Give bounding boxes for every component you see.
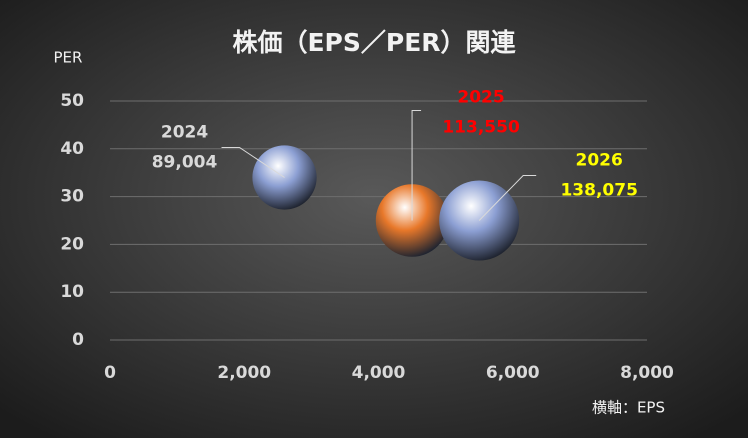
data-label-size: 138,075 bbox=[560, 181, 637, 201]
y-tick-label: 10 bbox=[60, 282, 84, 302]
x-axis-label: 横軸：EPS bbox=[592, 399, 665, 417]
y-tick-label: 50 bbox=[60, 91, 84, 111]
chart-title: 株価（EPS／PER）関連 bbox=[232, 28, 516, 57]
data-label-size: 113,550 bbox=[442, 118, 520, 138]
x-tick-label: 4,000 bbox=[352, 363, 406, 383]
leader-line bbox=[411, 110, 422, 221]
x-tick-label: 8,000 bbox=[620, 363, 674, 383]
y-tick-label: 0 bbox=[72, 330, 84, 350]
leader-line bbox=[478, 175, 537, 221]
x-tick-label: 2,000 bbox=[217, 363, 271, 383]
x-tick-label: 0 bbox=[104, 363, 116, 383]
x-tick-label: 6,000 bbox=[486, 363, 540, 383]
data-label-name: 2026 bbox=[576, 151, 623, 171]
data-label-name: 2024 bbox=[161, 122, 208, 142]
y-tick-label: 30 bbox=[60, 187, 84, 207]
leader-line bbox=[221, 146, 285, 178]
data-label-size: 89,004 bbox=[152, 152, 218, 172]
y-tick-label: 20 bbox=[60, 234, 84, 254]
y-axis-label: PER bbox=[54, 49, 83, 67]
y-tick-label: 40 bbox=[60, 139, 84, 159]
data-label-name: 2025 bbox=[457, 88, 504, 108]
